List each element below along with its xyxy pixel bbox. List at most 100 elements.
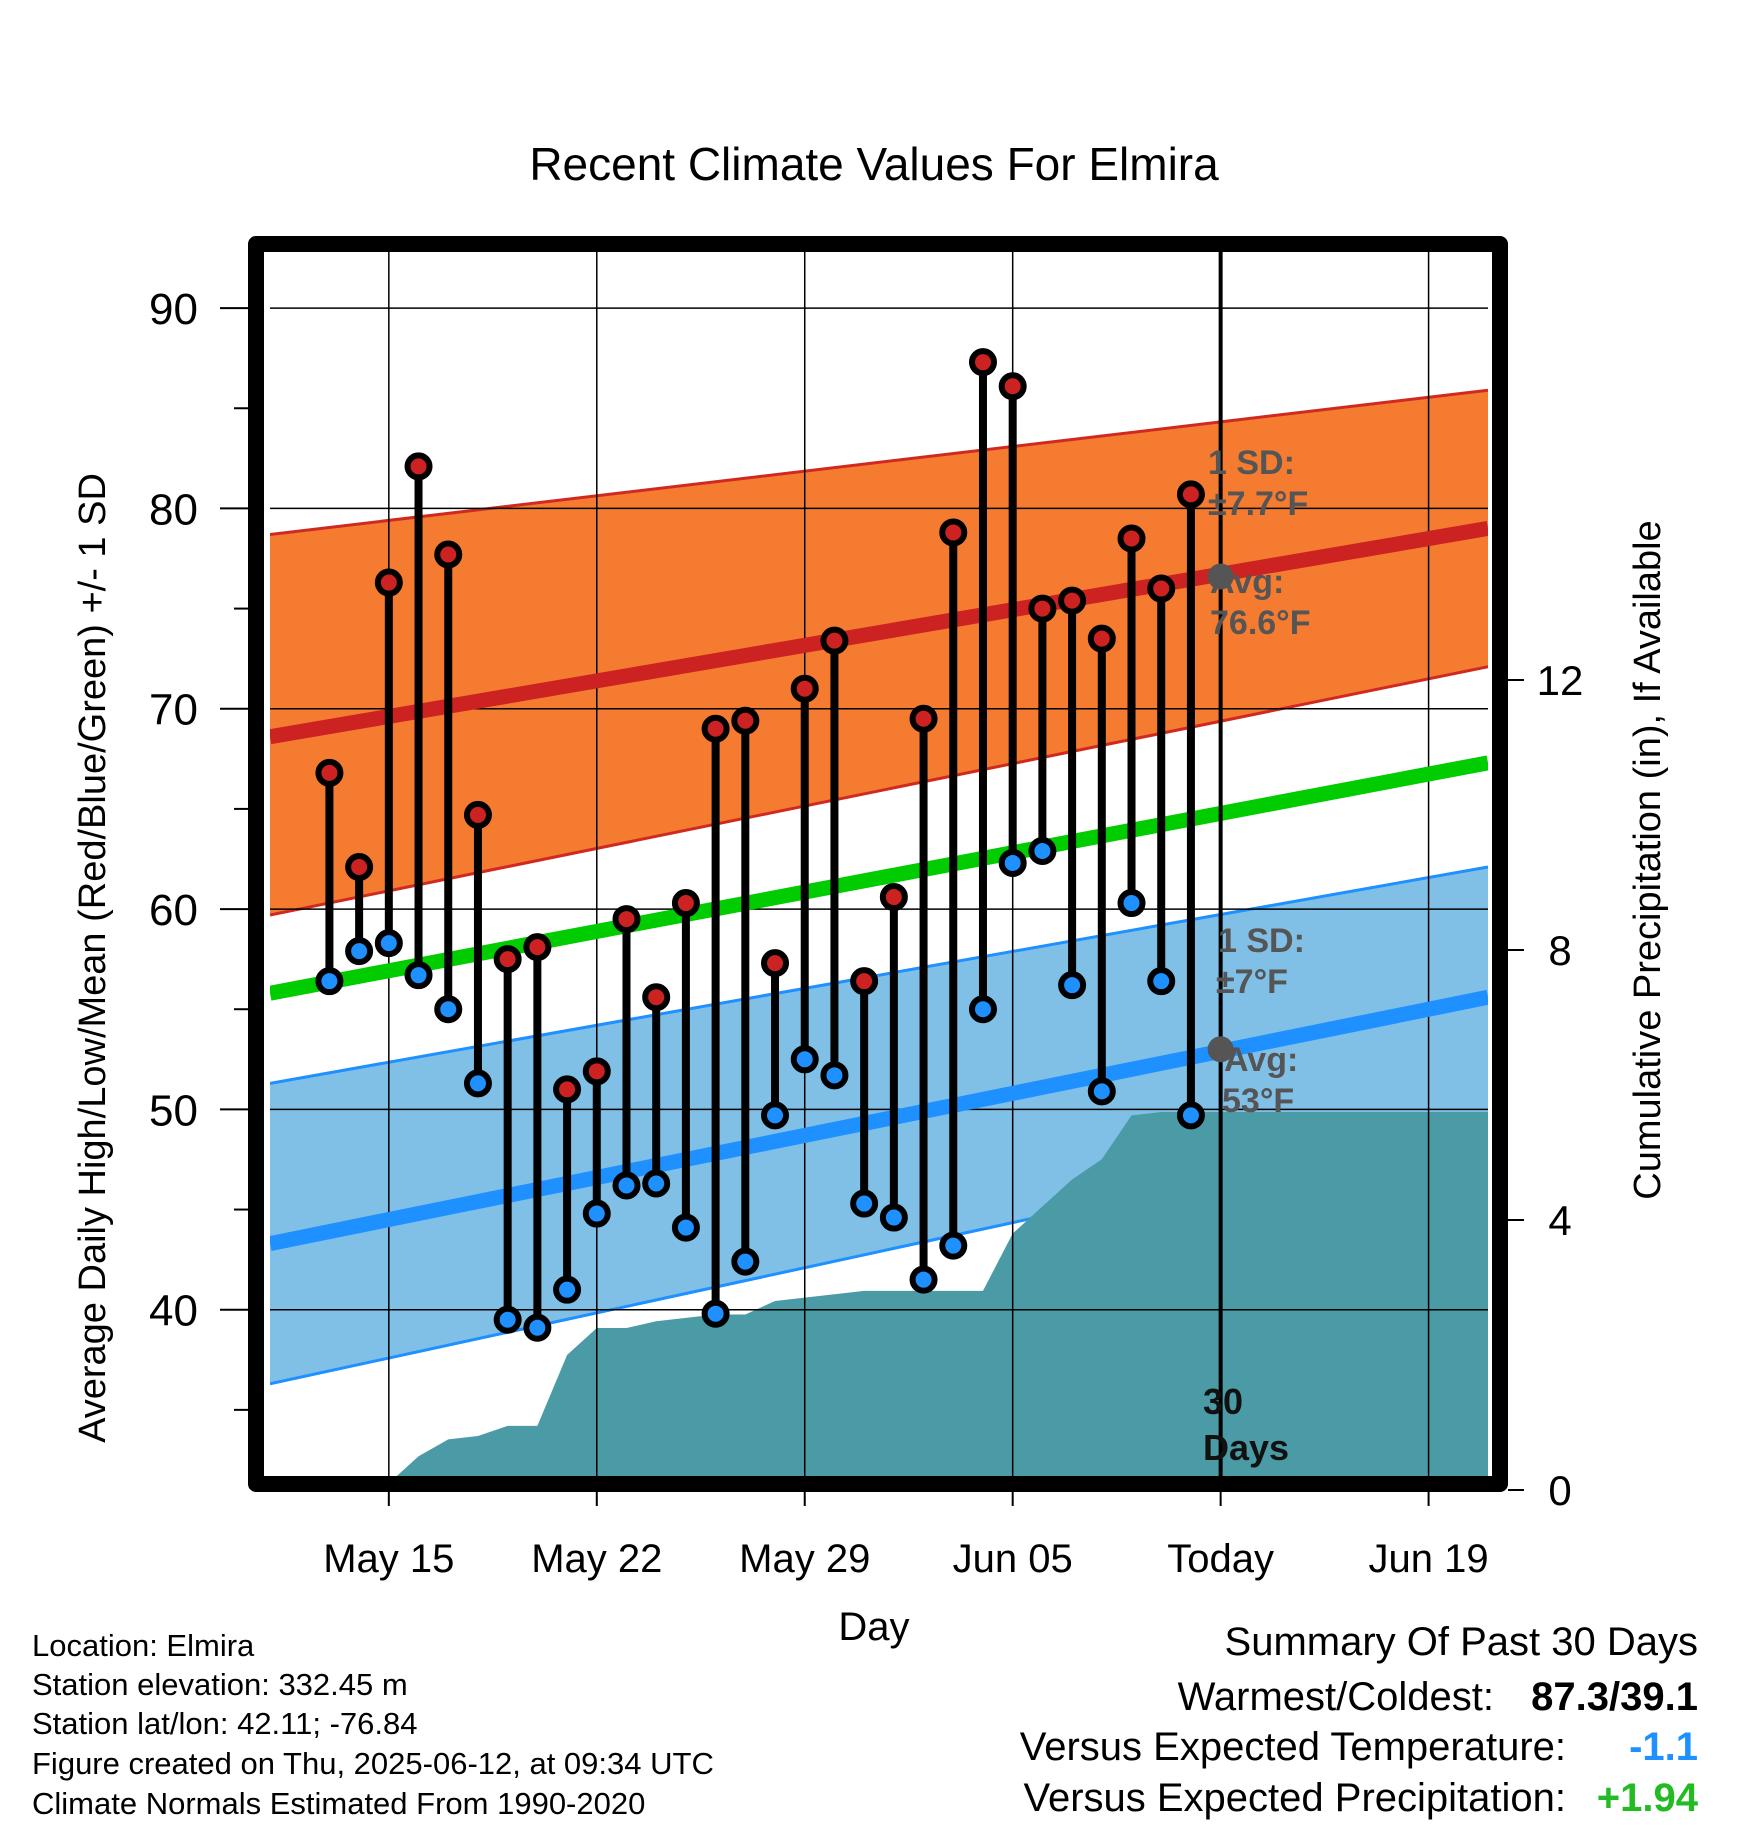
- daily-low-point: [582, 1199, 611, 1228]
- warmest-label: Warmest/Coldest:: [1178, 1675, 1494, 1719]
- low-sd-band-upper-edge: [270, 865, 1488, 1085]
- daily-low-point: [790, 1045, 819, 1074]
- today-avg-high-marker: [1207, 563, 1234, 590]
- station-info: Location: Elmira Station elevation: 332.…: [32, 1628, 714, 1821]
- daily-low-point: [909, 1265, 938, 1294]
- daily-low-point: [434, 995, 463, 1024]
- daily-low-point: [850, 1189, 879, 1218]
- precip-area: [329, 1112, 1488, 1490]
- daily-low-point: [493, 1305, 522, 1334]
- daily-low-point: [523, 1313, 552, 1342]
- daily-high-point: [939, 518, 968, 547]
- high-avg-label: Avg:: [1210, 563, 1284, 601]
- y-tick-label: 60: [149, 886, 198, 935]
- daily-high-point: [1117, 524, 1146, 553]
- low-sd-value: ±7°F: [1216, 963, 1288, 1001]
- daily-high-point: [879, 883, 908, 912]
- high-sd-band-upper-edge: [270, 388, 1488, 536]
- daily-low-point: [701, 1299, 730, 1328]
- latlon-text: Station lat/lon: 42.11; -76.84: [32, 1706, 417, 1741]
- precip-anomaly-label: Versus Expected Precipitation:: [1023, 1776, 1566, 1820]
- precip-anomaly-value: +1.94: [1597, 1776, 1699, 1820]
- daily-high-point: [1087, 624, 1116, 653]
- daily-high-point: [790, 674, 819, 703]
- daily-low-point: [463, 1069, 492, 1098]
- daily-high-point: [761, 949, 790, 978]
- y-tick-label: 80: [149, 485, 198, 534]
- daily-high-point: [345, 852, 374, 881]
- avg-high-line: [270, 521, 1488, 745]
- y-tick-label: 50: [149, 1086, 198, 1135]
- x-tick-label: May 29: [739, 1537, 870, 1581]
- high-sd-label: 1 SD:: [1208, 444, 1295, 482]
- daily-high-point: [850, 967, 879, 996]
- x-tick-label: Jun 05: [953, 1537, 1073, 1581]
- x-tick-label: May 22: [531, 1537, 662, 1581]
- daily-high-point: [909, 704, 938, 733]
- daily-high-point: [642, 983, 671, 1012]
- daily-low-point: [731, 1247, 760, 1276]
- daily-low-point: [1176, 1101, 1205, 1130]
- daily-high-point: [434, 540, 463, 569]
- high-avg-value: 76.6°F: [1210, 604, 1311, 642]
- daily-low-point: [968, 995, 997, 1024]
- daily-low-point: [820, 1061, 849, 1090]
- daily-low-point: [1117, 889, 1146, 918]
- y2-tick-label: 12: [1537, 657, 1584, 704]
- summary-panel: Summary Of Past 30 Days Warmest/Coldest:…: [1020, 1620, 1699, 1820]
- daily-low-point: [1058, 971, 1087, 1000]
- daily-low-point: [345, 937, 374, 966]
- daily-low-point: [1087, 1077, 1116, 1106]
- created-text: Figure created on Thu, 2025-06-12, at 09…: [32, 1746, 714, 1781]
- daily-high-point: [612, 905, 641, 934]
- daily-high-point: [553, 1075, 582, 1104]
- high-sd-band: [270, 390, 1488, 916]
- low-sd-label: 1 SD:: [1218, 922, 1305, 960]
- daily-high-point: [998, 372, 1027, 401]
- temp-anomaly-label: Versus Expected Temperature:: [1020, 1725, 1566, 1769]
- mean-line: [270, 755, 1488, 1001]
- low-avg-value: 53°F: [1222, 1082, 1294, 1120]
- daily-high-point: [493, 945, 522, 974]
- normals-text: Climate Normals Estimated From 1990-2020: [32, 1786, 645, 1821]
- daily-high-point: [1028, 594, 1057, 623]
- summary-heading: Summary Of Past 30 Days: [1225, 1620, 1698, 1664]
- x-tick-label: Today: [1167, 1537, 1274, 1581]
- daily-low-point: [404, 961, 433, 990]
- days-count: 30: [1203, 1381, 1243, 1422]
- today-avg-low-marker: [1207, 1036, 1234, 1063]
- chart-title: Recent Climate Values For Elmira: [529, 138, 1219, 190]
- daily-high-point: [671, 889, 700, 918]
- daily-low-point: [374, 929, 403, 958]
- y-tick-label: 70: [149, 686, 198, 735]
- daily-high-point: [701, 714, 730, 743]
- daily-low-point: [553, 1275, 582, 1304]
- y-axis-label: Average Daily High/Low/Mean (Red/Blue/Gr…: [72, 473, 114, 1443]
- daily-low-point: [939, 1231, 968, 1260]
- daily-high-point: [820, 626, 849, 655]
- daily-high-point: [731, 706, 760, 735]
- y2-axis-label: Cumulative Precipitation (in), If Availa…: [1627, 520, 1669, 1199]
- daily-low-point: [998, 848, 1027, 877]
- daily-low-point: [642, 1169, 671, 1198]
- y2-tick-label: 4: [1548, 1197, 1571, 1244]
- daily-high-point: [1058, 586, 1087, 615]
- x-axis-label: Day: [838, 1605, 909, 1649]
- days-word: Days: [1203, 1427, 1289, 1468]
- daily-low-point: [612, 1171, 641, 1200]
- daily-low-point: [879, 1203, 908, 1232]
- plot-frame: [248, 236, 1508, 1492]
- daily-low-point: [1028, 836, 1057, 865]
- temp-anomaly-value: -1.1: [1629, 1725, 1698, 1769]
- x-tick-label: Jun 19: [1369, 1537, 1489, 1581]
- daily-high-point: [523, 933, 552, 962]
- y2-tick-label: 0: [1548, 1467, 1571, 1514]
- y-tick-label: 90: [149, 285, 198, 334]
- x-tick-label: May 15: [323, 1537, 454, 1581]
- daily-low-point: [315, 967, 344, 996]
- daily-high-point: [374, 568, 403, 597]
- avg-low-line: [270, 989, 1488, 1251]
- daily-low-point: [1147, 967, 1176, 996]
